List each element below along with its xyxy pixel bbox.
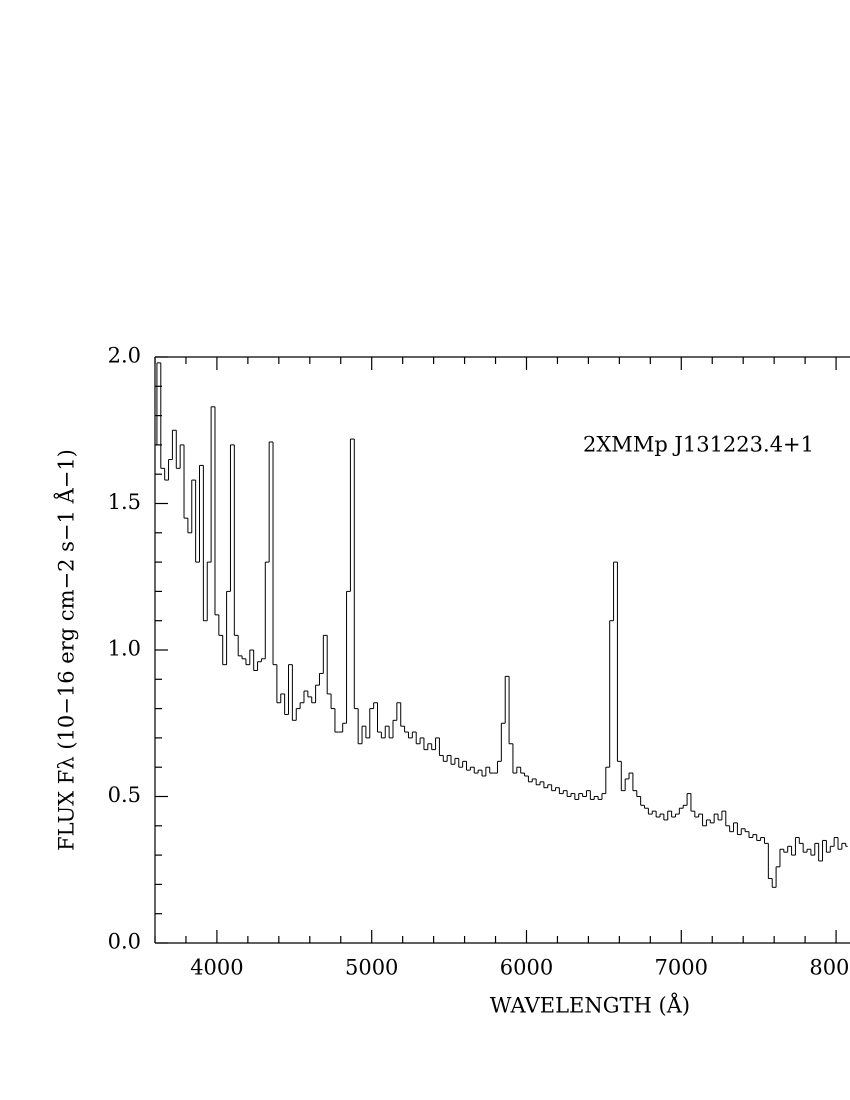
annotation: 2XMMp J131223.4+1	[583, 433, 814, 457]
x-tick-label: 4000	[190, 956, 243, 980]
y-tick-label: 2.0	[108, 344, 141, 368]
y-tick-label: 1.0	[108, 637, 141, 661]
y-axis-label: FLUX Fλ (10−16 erg cm−2 s−1 Å−1)	[54, 449, 79, 851]
x-axis-label: WAVELENGTH (Å)	[490, 993, 690, 1018]
y-tick-label: 1.5	[108, 490, 141, 514]
x-tick-label: 5000	[345, 956, 398, 980]
x-tick-label: 7000	[655, 956, 708, 980]
x-tick-label: 6000	[500, 956, 553, 980]
y-tick-label: 0.0	[108, 930, 141, 954]
y-tick-label: 0.5	[108, 783, 141, 807]
